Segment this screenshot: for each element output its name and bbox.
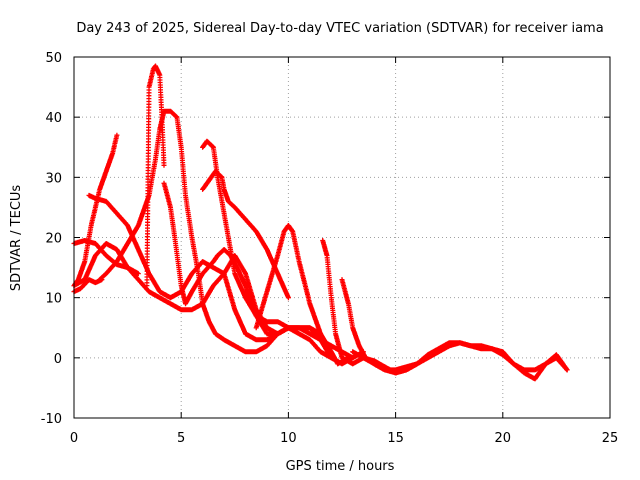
y-tick-label: 0: [54, 352, 62, 367]
y-tick-label: 30: [45, 171, 62, 186]
series-arc-11: [253, 223, 351, 367]
series-markers: [200, 168, 291, 301]
y-tick-label: -10: [41, 412, 62, 427]
series-markers: [144, 63, 167, 289]
y-tick-label: 50: [45, 51, 62, 66]
series-markers: [350, 340, 570, 382]
y-axis-label: SDTVAR / TECUs: [9, 185, 24, 292]
y-tick-label: 20: [45, 232, 62, 247]
y-tick-label: 40: [45, 111, 62, 126]
x-tick-label: 20: [495, 431, 512, 446]
series-markers: [200, 138, 324, 337]
series-arc-9: [200, 138, 324, 337]
x-axis-label: GPS time / hours: [286, 459, 395, 474]
x-tick-label: 25: [602, 431, 619, 446]
y-tick-label: 10: [45, 292, 62, 307]
series-markers: [253, 223, 351, 367]
series-markers: [86, 192, 334, 361]
chart-title: Day 243 of 2025, Sidereal Day-to-day VTE…: [76, 21, 603, 36]
series-arc-7: [144, 63, 167, 289]
x-tick-label: 15: [387, 431, 404, 446]
x-tick-label: 10: [280, 431, 297, 446]
data-series: [71, 63, 570, 382]
series-arc-14: [350, 340, 570, 382]
x-tick-label: 5: [177, 431, 185, 446]
series-arc-5: [86, 192, 334, 361]
axis-ticks: 0 5 10 15 20 25 -10 0 10 20 30 40 50: [41, 51, 619, 446]
series-arc-10: [200, 168, 291, 301]
x-tick-label: 0: [70, 431, 78, 446]
